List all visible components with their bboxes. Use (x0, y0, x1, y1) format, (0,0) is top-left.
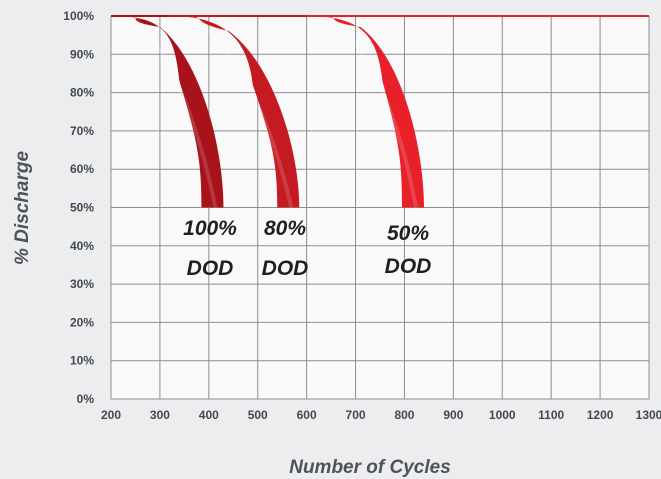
x-tick-label: 1300 (636, 408, 661, 422)
x-tick-label: 700 (346, 408, 366, 422)
band-label: DOD (187, 257, 234, 280)
x-tick-label: 1000 (489, 408, 516, 422)
band-label: 50% (387, 222, 429, 245)
y-tick-label: 60% (70, 162, 94, 176)
x-tick-label: 900 (443, 408, 463, 422)
y-tick-label: 30% (70, 277, 94, 291)
y-tick-label: 50% (70, 201, 94, 215)
x-tick-label: 400 (199, 408, 219, 422)
y-tick-label: 40% (70, 239, 94, 253)
y-tick-labels: 0% 10% 20% 30% 40% 50% 60% 70% 80% 90% 100% (63, 9, 94, 406)
x-axis-title: Number of Cycles (289, 457, 451, 478)
series-band-highlight (188, 15, 294, 208)
band-annotations: 100% DOD 80% DOD 50% DOD (183, 217, 431, 280)
band-label: 80% (264, 217, 306, 240)
series-band-highlight (325, 15, 418, 208)
x-tick-labels: 200 300 400 500 600 700 800 900 1000 1100 1200 1300 (101, 408, 661, 422)
series-band (111, 16, 224, 208)
band-label: DOD (385, 255, 432, 278)
y-tick-label: 70% (70, 124, 94, 138)
x-tick-label: 200 (101, 408, 121, 422)
series-bands (111, 15, 649, 208)
x-tick-label: 300 (150, 408, 170, 422)
y-tick-label: 90% (70, 47, 94, 61)
series-band (306, 16, 425, 208)
y-tick-label: 20% (70, 315, 94, 329)
x-tick-label: 1100 (538, 408, 564, 422)
x-tick-label: 500 (248, 408, 268, 422)
x-tick-label: 600 (297, 408, 317, 422)
y-tick-label: 10% (70, 354, 94, 368)
band-label: DOD (262, 257, 309, 280)
y-tick-label: 80% (70, 86, 94, 100)
y-axis-title: % Discharge (12, 151, 33, 265)
series-band-highlight (129, 15, 218, 208)
series-band (169, 16, 300, 208)
y-tick-label: 100% (63, 9, 94, 23)
band-label: 100% (183, 217, 237, 240)
x-tick-label: 800 (394, 408, 414, 422)
y-tick-label: 0% (77, 392, 95, 406)
x-tick-label: 1200 (587, 408, 614, 422)
